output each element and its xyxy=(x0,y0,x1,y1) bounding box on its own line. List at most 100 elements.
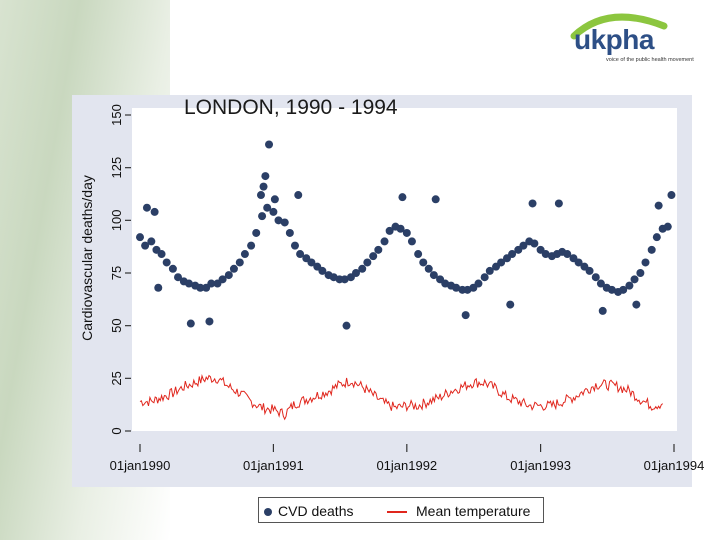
cvd-point xyxy=(598,306,607,315)
legend-marker-cvd xyxy=(264,508,272,516)
cvd-point xyxy=(474,279,483,288)
cvd-point xyxy=(263,203,272,212)
y-tick-label: 100 xyxy=(109,209,124,231)
cvd-point xyxy=(563,250,572,259)
x-tick-label: 01jan1991 xyxy=(243,458,304,473)
cvd-point xyxy=(625,281,634,290)
cvd-point xyxy=(168,264,177,273)
chart-title: LONDON, 1990 - 1994 xyxy=(184,96,398,119)
cvd-point xyxy=(259,182,268,191)
cvd-point xyxy=(358,264,367,273)
temperature-line xyxy=(139,373,664,421)
cvd-point xyxy=(352,269,361,277)
cvd-point xyxy=(554,199,563,208)
y-axis: 0 25 50 75 100 125 150 xyxy=(109,104,131,435)
cvd-point xyxy=(541,250,550,259)
cvd-point xyxy=(652,233,661,242)
cvd-point xyxy=(461,311,470,320)
cvd-point xyxy=(186,319,195,328)
cvd-point xyxy=(407,237,416,246)
cvd-point xyxy=(667,191,676,200)
cvd-point xyxy=(142,203,151,212)
logo xyxy=(568,10,708,70)
cvd-point xyxy=(318,266,327,275)
cvd-point xyxy=(269,207,278,216)
cvd-point xyxy=(174,273,183,282)
cvd-point xyxy=(285,228,294,237)
cvd-point xyxy=(452,283,461,292)
cvd-point xyxy=(369,252,378,261)
cvd-point xyxy=(258,212,267,221)
y-tick-label: 25 xyxy=(109,371,124,385)
cvd-point xyxy=(641,258,650,267)
cvd-point xyxy=(205,317,214,326)
cvd-point xyxy=(485,266,494,275)
cvd-point xyxy=(429,271,438,280)
cvd-point xyxy=(607,285,616,294)
cvd-point xyxy=(235,258,244,267)
cvd-point xyxy=(528,199,537,208)
x-tick-label: 01jan1990 xyxy=(110,458,171,473)
cvd-point xyxy=(218,275,227,284)
cvd-point xyxy=(632,300,641,309)
cvd-point xyxy=(147,237,156,246)
cvd-point xyxy=(591,273,600,282)
cvd-point xyxy=(141,241,150,250)
temperature-series xyxy=(139,373,664,421)
cvd-point xyxy=(519,241,528,250)
cvd-point xyxy=(274,216,283,225)
cvd-point xyxy=(431,195,440,204)
cvd-point xyxy=(574,258,583,267)
cvd-point xyxy=(663,222,672,231)
cvd-point xyxy=(424,264,433,273)
cvd-point xyxy=(647,245,656,254)
cvd-point xyxy=(307,258,316,267)
cvd-point xyxy=(150,207,159,216)
x-tick-label: 01jan1993 xyxy=(510,458,571,473)
cvd-point xyxy=(184,279,193,288)
cvd-point xyxy=(162,258,171,267)
cvd-point xyxy=(296,250,305,259)
cvd-point xyxy=(363,258,372,267)
cvd-point xyxy=(396,224,405,233)
x-tick-label: 01jan1992 xyxy=(376,458,437,473)
logo-text: ukpha xyxy=(574,24,654,55)
cvd-point xyxy=(342,321,351,330)
cvd-point xyxy=(252,228,261,237)
cvd-point xyxy=(508,250,517,259)
cvd-point xyxy=(229,264,238,273)
cvd-point xyxy=(402,228,411,237)
logo-arc-icon xyxy=(570,13,668,40)
cvd-point xyxy=(530,239,539,248)
cvd-point xyxy=(414,250,423,259)
cvd-point xyxy=(374,245,383,254)
cvd-point xyxy=(398,193,407,202)
legend: CVD deaths Mean temperature xyxy=(258,497,544,523)
legend-marker-temperature xyxy=(387,511,407,513)
cvd-deaths-series xyxy=(136,140,676,330)
cvd-point xyxy=(506,300,515,309)
x-tick-label: 01jan1994 xyxy=(644,458,705,473)
cvd-point xyxy=(596,279,605,288)
cvd-point xyxy=(224,271,233,280)
y-tick-label: 0 xyxy=(109,427,124,434)
cvd-point xyxy=(265,140,274,149)
cvd-point xyxy=(619,285,628,294)
cvd-point xyxy=(585,266,594,275)
y-tick-label: 125 xyxy=(109,157,124,179)
cvd-point xyxy=(280,218,289,227)
logo-tagline: voice of the public health movement xyxy=(606,57,694,63)
y-tick-label: 75 xyxy=(109,266,124,280)
cvd-point xyxy=(261,172,270,181)
x-axis: 01jan1990 01jan1991 01jan1992 01jan1993 01ja… xyxy=(110,444,705,473)
y-tick-label: 150 xyxy=(109,104,124,126)
cvd-point xyxy=(154,283,163,292)
cvd-point xyxy=(247,241,256,250)
y-axis-label: Cardiovascular deaths/day xyxy=(79,175,95,341)
legend-label-temperature: Mean temperature xyxy=(416,503,531,519)
legend-label-cvd: CVD deaths xyxy=(278,503,354,519)
cvd-point xyxy=(207,279,216,288)
cvd-point xyxy=(630,275,639,284)
y-tick-label: 50 xyxy=(109,318,124,332)
